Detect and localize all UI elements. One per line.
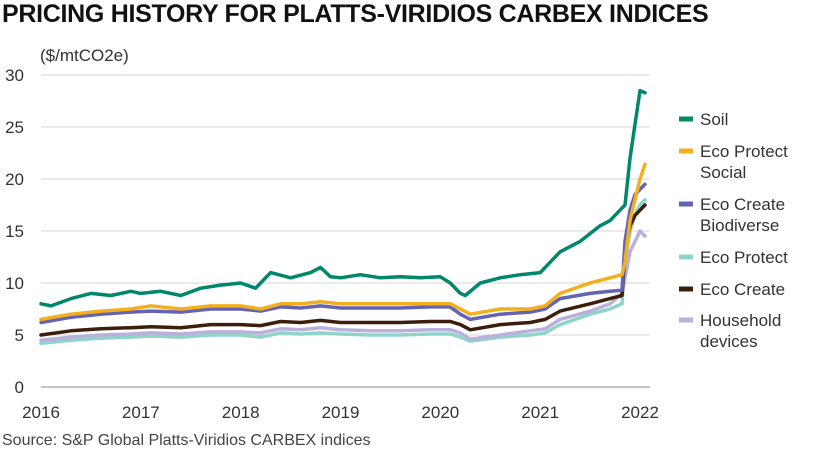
x-tick-label: 2018 <box>222 403 260 422</box>
grid-lines <box>41 74 650 388</box>
y-tick-label: 30 <box>5 66 24 85</box>
series-line-soil <box>39 88 647 308</box>
chart-title: PRICING HISTORY FOR PLATTS-VIRIDIOS CARB… <box>2 0 709 28</box>
y-tick-label: 5 <box>15 326 24 345</box>
y-tick-label: 15 <box>5 222 24 241</box>
y-tick-label: 20 <box>5 170 24 189</box>
source-note: Source: S&P Global Platts-Viridios CARBE… <box>2 432 371 449</box>
legend-label: Soil <box>700 110 728 129</box>
y-tick-label: 25 <box>5 118 24 137</box>
series-line-eco-protect-social <box>39 162 647 322</box>
series-line-eco-protect <box>39 198 647 346</box>
y-axis-unit-label: ($/mtCO2e) <box>40 46 129 65</box>
y-tick-label: 0 <box>15 378 24 397</box>
y-axis-ticks: 0 5 10 15 20 25 30 <box>5 66 24 397</box>
y-tick-label: 10 <box>5 274 24 293</box>
legend-label: Eco Create Biodiverse <box>700 195 785 235</box>
legend-label: Eco Create <box>700 280 785 299</box>
legend-label: Eco Protect <box>700 248 788 267</box>
series-lines <box>39 88 647 346</box>
x-tick-label: 2021 <box>521 403 559 422</box>
series-line-eco-create-biodiverse <box>39 182 647 325</box>
legend: Soil Eco Protect Social Eco Create Biodivers… <box>679 110 788 351</box>
x-tick-label: 2020 <box>421 403 459 422</box>
x-tick-label: 2017 <box>122 403 160 422</box>
x-tick-label: 2022 <box>621 403 659 422</box>
x-axis-ticks: 2016 2017 2018 2019 2020 2021 2022 <box>22 403 659 422</box>
series-line-eco-create <box>39 203 647 337</box>
x-tick-label: 2019 <box>322 403 360 422</box>
legend-label: Eco Protect Social <box>700 142 788 182</box>
legend-label: Household devices <box>700 311 781 351</box>
x-tick-label: 2016 <box>22 403 60 422</box>
